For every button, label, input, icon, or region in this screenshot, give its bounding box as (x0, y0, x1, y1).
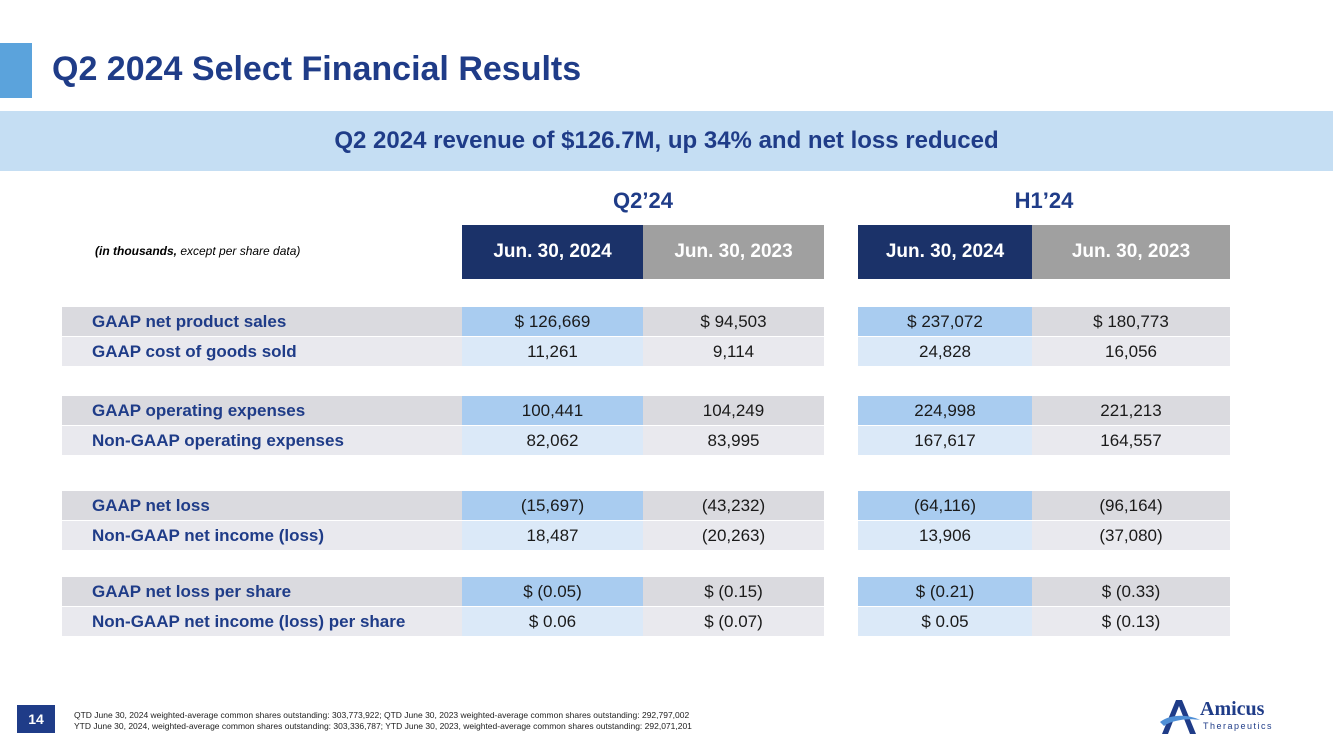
page-number: 14 (17, 705, 55, 733)
table-cell: $ 180,773 (1032, 307, 1230, 336)
table-row (62, 607, 462, 636)
table-cell: $ (0.21) (858, 577, 1032, 606)
table-cell: $ (0.13) (1032, 607, 1230, 636)
table-row (62, 426, 462, 455)
table-cell: 13,906 (858, 521, 1032, 550)
table-cell: (96,164) (1032, 491, 1230, 520)
table-cell: (15,697) (462, 491, 643, 520)
table-cell: (64,116) (858, 491, 1032, 520)
table-cell: 164,557 (1032, 426, 1230, 455)
table-row (62, 337, 462, 366)
table-cell: 24,828 (858, 337, 1032, 366)
row-label: Non-GAAP operating expenses (92, 431, 344, 450)
table-cell: 224,998 (858, 396, 1032, 425)
table-cell: $ 94,503 (643, 307, 824, 336)
table-cell: $ 0.05 (858, 607, 1032, 636)
table-cell: 100,441 (462, 396, 643, 425)
row-label: GAAP net loss per share (92, 582, 292, 601)
column-header-q2-2023: Jun. 30, 2023 (643, 225, 824, 279)
row-label: GAAP net loss (92, 496, 210, 515)
table-cell: $ (0.15) (643, 577, 824, 606)
headline-banner-text: Q2 2024 revenue of $126.7M, up 34% and n… (334, 127, 999, 154)
headline-banner: Q2 2024 revenue of $126.7M, up 34% and n… (0, 111, 1333, 171)
column-header-h1-2023: Jun. 30, 2023 (1032, 225, 1230, 279)
row-label: Non-GAAP net income (loss) per share (92, 612, 406, 631)
table-cell: 221,213 (1032, 396, 1230, 425)
table-cell: $ 126,669 (462, 307, 643, 336)
table-cell: $ (0.07) (643, 607, 824, 636)
table-row (62, 491, 462, 520)
table-cell: 18,487 (462, 521, 643, 550)
table-cell: $ (0.05) (462, 577, 643, 606)
table-row (62, 396, 462, 425)
footnote-ytd: YTD June 30, 2024, weighted-average comm… (74, 721, 692, 731)
table-cell: 82,062 (462, 426, 643, 455)
amicus-logo: Amicus Therapeutics (1158, 696, 1282, 738)
title-accent-bar (0, 43, 32, 98)
row-label: GAAP operating expenses (92, 401, 306, 420)
amicus-logo-icon (1160, 700, 1200, 734)
row-label: GAAP net product sales (92, 312, 287, 331)
row-label: GAAP cost of goods sold (92, 342, 297, 361)
row-label: Non-GAAP net income (loss) (92, 526, 325, 545)
table-cell: $ 0.06 (462, 607, 643, 636)
table-cell: 11,261 (462, 337, 643, 366)
footnote-qtd: QTD June 30, 2024 weighted-average commo… (74, 710, 690, 720)
logo-subtitle: Therapeutics (1203, 721, 1274, 731)
table-cell: 9,114 (643, 337, 824, 366)
table-row (62, 577, 462, 606)
column-header-h1-2024: Jun. 30, 2024 (858, 225, 1032, 279)
table-cell: (20,263) (643, 521, 824, 550)
table-cell: 104,249 (643, 396, 824, 425)
group-title-h1: H1’24 (1014, 188, 1074, 213)
table-cell: $ (0.33) (1032, 577, 1230, 606)
table-cell: (43,232) (643, 491, 824, 520)
table-cell: $ 237,072 (858, 307, 1032, 336)
table-cell: 16,056 (1032, 337, 1230, 366)
units-note-bold: (in thousands, (95, 244, 177, 258)
page-title: Q2 2024 Select Financial Results (52, 50, 582, 88)
table-cell: 167,617 (858, 426, 1032, 455)
units-note-rest: except per share data) (177, 244, 301, 258)
column-header-q2-2024: Jun. 30, 2024 (462, 225, 643, 279)
group-title-q2: Q2’24 (613, 188, 673, 213)
logo-wordmark: Amicus (1200, 698, 1265, 720)
units-note: (in thousands, except per share data) (95, 244, 300, 258)
table-row (62, 521, 462, 550)
table-row (62, 307, 462, 336)
table-cell: (37,080) (1032, 521, 1230, 550)
table-cell: 83,995 (643, 426, 824, 455)
